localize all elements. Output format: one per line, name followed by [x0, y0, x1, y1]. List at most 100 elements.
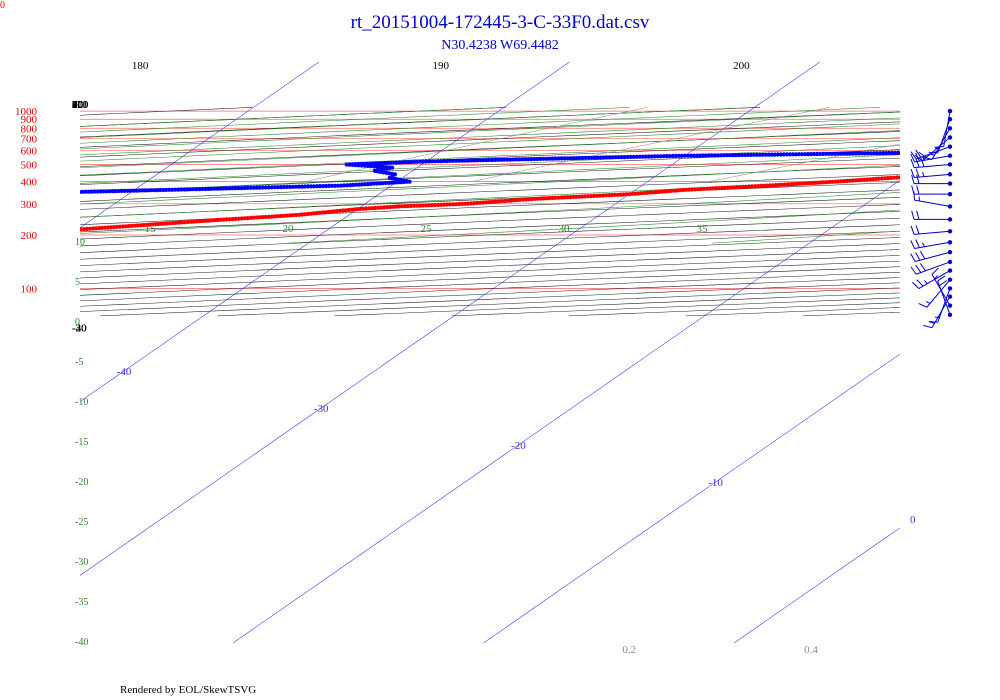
temperature-point [94, 226, 99, 231]
temperature-point [411, 203, 416, 208]
dewpoint-point [775, 152, 781, 157]
temperature-point [505, 198, 510, 203]
dewpoint-point [974, 150, 978, 154]
temperature-point [797, 181, 802, 186]
temperature-point [642, 190, 647, 196]
temperature-point [788, 182, 793, 187]
temperature-point [612, 192, 617, 197]
dewpoint-point [342, 183, 347, 188]
dewpoint-point [161, 187, 166, 193]
temperature-point [442, 202, 447, 207]
dewpoint-point [412, 159, 417, 164]
dry-adiabat-label: 100 [72, 99, 89, 111]
dewpoint-point [152, 188, 157, 193]
temperature-point [123, 224, 128, 229]
wind-barb-shaft [914, 199, 951, 207]
dewpoint-point [562, 156, 567, 161]
dewpoint-point [529, 157, 534, 162]
dewpoint-point [200, 186, 205, 192]
dewpoint-point [110, 189, 115, 194]
temperature-point [469, 201, 474, 206]
dewpoint-point [224, 186, 229, 191]
dry-adiabat-label: 80 [72, 99, 84, 111]
dewpoint-point [215, 186, 220, 191]
moist-adiabat-label: -30 [75, 557, 88, 568]
temperature-point [698, 186, 704, 192]
dewpoint-point [197, 187, 202, 192]
temperature-point [254, 215, 259, 220]
dewpoint-point [212, 186, 217, 191]
temperature-point [432, 202, 438, 208]
wind-barb-flag [925, 301, 931, 304]
temperature-point [776, 182, 782, 187]
wind-barb-flag [918, 302, 928, 308]
temperature-point [478, 200, 483, 205]
temperature-point [242, 216, 247, 221]
dewpoint-point [781, 152, 787, 157]
temperature-point [746, 184, 752, 189]
temperature-point [803, 181, 808, 186]
temperature-point [969, 171, 973, 175]
temperature-point [159, 221, 164, 226]
wind-barb-flag [930, 153, 935, 156]
temperature-point [141, 223, 146, 228]
dewpoint-point [517, 157, 522, 162]
temperature-point [46, 229, 50, 233]
dewpoint-point [254, 185, 259, 190]
dewpoint-point [592, 155, 597, 160]
wind-barb-flag [923, 280, 928, 284]
temperature-point [67, 228, 71, 232]
temperature-point [529, 197, 535, 202]
isobar-label: 500 [21, 159, 38, 171]
temperature-point [716, 186, 722, 191]
temperature-point [55, 229, 59, 233]
dewpoint-point [745, 152, 751, 157]
dewpoint-point [739, 152, 745, 158]
dewpoint-point [119, 188, 124, 193]
temperature-point [981, 170, 985, 174]
dewpoint-point [439, 159, 444, 164]
dewpoint-point [598, 155, 603, 160]
dewpoint-point [227, 186, 232, 191]
moist-adiabat-line [80, 145, 900, 184]
dewpoint-point [170, 187, 175, 192]
temperature-point [993, 169, 997, 173]
isotherm-line [80, 62, 320, 229]
dewpoint-point [317, 184, 323, 189]
dewpoint-point [66, 190, 70, 194]
temperature-point [263, 214, 268, 219]
dewpoint-point [971, 150, 975, 154]
dewpoint-point [305, 184, 311, 189]
wind-barb-flag [910, 266, 917, 275]
wind-barb-shaft [914, 173, 951, 178]
dewpoint-point [989, 150, 993, 154]
dewpoint-point [814, 151, 820, 157]
wind-barb-shaft [914, 241, 951, 250]
temperature-point [707, 186, 713, 191]
wind-barb-flag [910, 158, 915, 168]
dewpoint-point [391, 160, 396, 165]
dewpoint-point [742, 152, 748, 158]
temperature-point [965, 171, 969, 175]
dewpoint-point [257, 185, 262, 190]
wind-barb-flag [934, 275, 939, 280]
temperature-point [176, 220, 181, 225]
isotherm-label: -30 [314, 403, 329, 415]
dewpoint-point [379, 161, 384, 166]
dewpoint-point [137, 188, 142, 193]
moist-adiabat-label: 5 [75, 277, 80, 288]
temperature-point [80, 228, 81, 231]
temperature-point [49, 229, 53, 233]
wind-barb-flag [915, 149, 922, 158]
moist-adiabat-line [80, 164, 900, 205]
dewpoint-point [33, 191, 37, 195]
dewpoint-point [472, 158, 477, 163]
dewpoint-point [532, 156, 537, 162]
temperature-point [245, 216, 250, 221]
dry-adiabat-label: 60 [72, 99, 84, 111]
temperature-point [284, 213, 290, 218]
dewpoint-point [625, 154, 630, 160]
dewpoint-point [610, 155, 615, 160]
dewpoint-point [353, 163, 358, 168]
temperature-point [251, 215, 256, 220]
